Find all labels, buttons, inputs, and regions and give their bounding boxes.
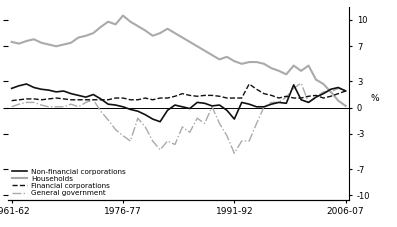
Y-axis label: %: % <box>370 94 379 103</box>
Legend: Non-financial corporations, Households, Financial corporations, General governme: Non-financial corporations, Households, … <box>12 169 126 196</box>
